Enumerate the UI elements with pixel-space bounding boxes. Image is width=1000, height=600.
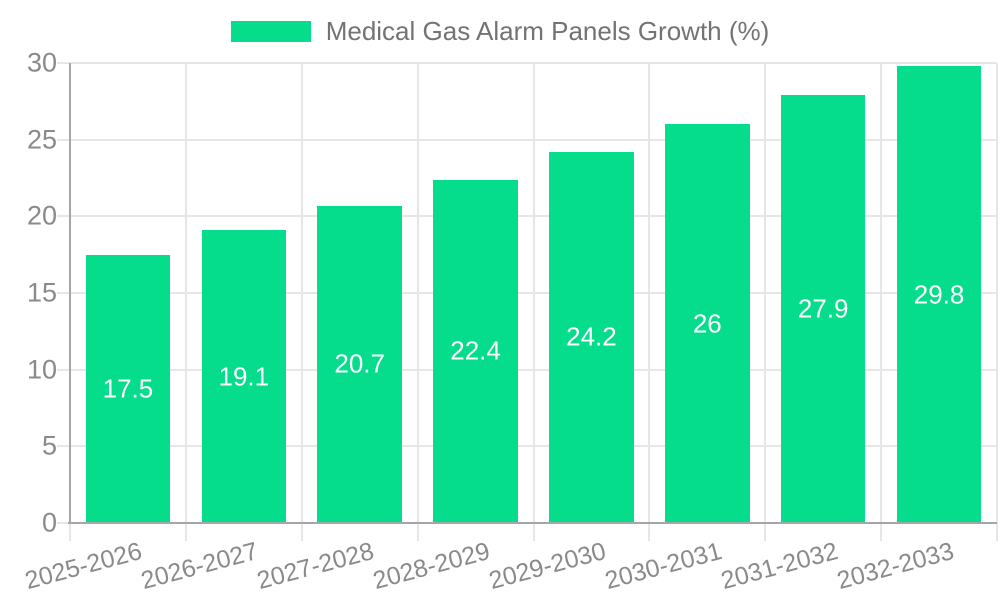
- y-gridline: [57, 368, 997, 371]
- legend-label: Medical Gas Alarm Panels Growth (%): [325, 16, 770, 46]
- y-tick-label: 30: [26, 47, 57, 78]
- x-tick-label: 2026-2027: [138, 537, 262, 595]
- y-gridline: [57, 292, 997, 294]
- bar-value-label: 24.2: [566, 321, 617, 352]
- bar[interactable]: 27.9: [780, 95, 866, 523]
- x-axis-line: [68, 522, 997, 524]
- bar-value-label: 22.4: [450, 335, 501, 366]
- x-gridline: [532, 63, 535, 541]
- bar[interactable]: 26: [665, 124, 750, 523]
- y-tick-label: 15: [26, 277, 57, 308]
- y-tick-label: 10: [26, 354, 57, 385]
- bar[interactable]: 24.2: [549, 151, 634, 523]
- y-gridline: [57, 215, 997, 218]
- y-tick-label: 20: [26, 200, 57, 231]
- y-axis-labels: 0 5 10 15 20 25 30: [0, 48, 57, 538]
- x-tick-label: 2028-2029: [370, 537, 493, 595]
- bar-value-label: 19.1: [218, 361, 270, 392]
- legend-swatch: [230, 21, 311, 42]
- bar[interactable]: 22.4: [433, 179, 518, 523]
- bar[interactable]: 19.1: [201, 230, 287, 523]
- y-gridline: [57, 138, 997, 141]
- plot-area: 17.5 19.1 20.7 22.4 24.2 26 27.9 29.8: [57, 62, 998, 541]
- y-gridline: [57, 62, 997, 64]
- bar-value-label: 20.7: [334, 348, 385, 379]
- y-gridline: [57, 445, 997, 448]
- x-gridline: [764, 63, 767, 541]
- y-tick-label: 0: [41, 507, 57, 538]
- x-tick-label: 2029-2030: [485, 537, 609, 595]
- x-tick-label: 2025-2026: [22, 537, 146, 595]
- x-gridline: [880, 63, 883, 541]
- y-tick-label: 5: [41, 430, 57, 461]
- bar-value-label: 27.9: [797, 293, 849, 324]
- bar[interactable]: 20.7: [317, 205, 402, 523]
- y-tick-label: 25: [26, 124, 57, 155]
- bar[interactable]: 29.8: [896, 66, 982, 523]
- x-gridline: [648, 63, 651, 541]
- x-gridline: [300, 63, 303, 541]
- bar[interactable]: 17.5: [85, 254, 171, 523]
- chart-legend[interactable]: Medical Gas Alarm Panels Growth (%): [0, 16, 1000, 47]
- x-tick-label: 2027-2028: [254, 537, 377, 595]
- bar-value-label: 26: [692, 308, 722, 339]
- y-axis-line: [69, 63, 71, 523]
- bar-value-label: 29.8: [913, 279, 965, 310]
- x-tick-label: 2032-2033: [833, 537, 957, 595]
- x-tick-label: 2030-2031: [601, 537, 725, 595]
- x-gridline: [416, 63, 419, 541]
- x-gridline: [184, 63, 187, 541]
- bar-value-label: 17.5: [102, 373, 154, 404]
- x-gridline: [996, 63, 998, 541]
- x-tick-label: 2031-2032: [717, 537, 841, 595]
